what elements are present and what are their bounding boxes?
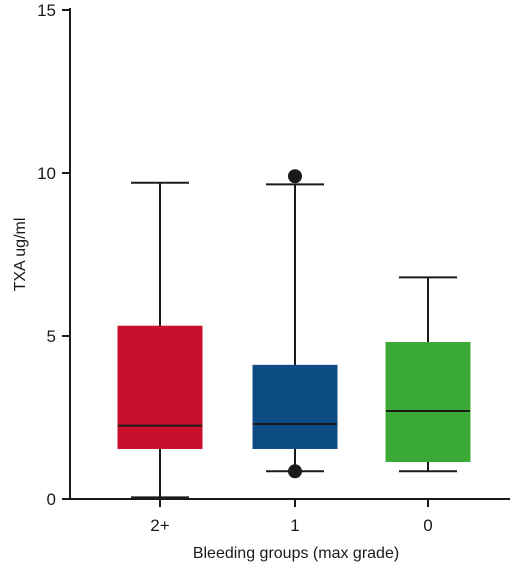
- x-tick-label: 0: [423, 516, 432, 535]
- x-axis: 2+ 1 0: [70, 498, 510, 535]
- x-axis-title: Bleeding groups (max grade): [193, 545, 399, 562]
- iqr-box: [252, 364, 338, 449]
- y-axis-title: TXA ug/ml: [12, 218, 29, 292]
- box-3: [385, 276, 471, 473]
- outlier-point: [288, 169, 302, 184]
- box-2: [252, 169, 338, 479]
- y-tick-label: 5: [47, 327, 56, 346]
- x-tick-label: 1: [290, 516, 299, 535]
- x-tick-label: 2+: [150, 516, 169, 535]
- y-axis: 0 5 10 15: [37, 1, 71, 509]
- y-tick-label: 0: [47, 490, 56, 509]
- y-tick-label: 10: [37, 164, 56, 183]
- y-tick-label: 15: [37, 1, 56, 20]
- iqr-box: [385, 342, 471, 463]
- iqr-box: [117, 325, 203, 449]
- outlier-point: [288, 464, 302, 479]
- box-1: [117, 181, 203, 499]
- boxes: [117, 169, 471, 499]
